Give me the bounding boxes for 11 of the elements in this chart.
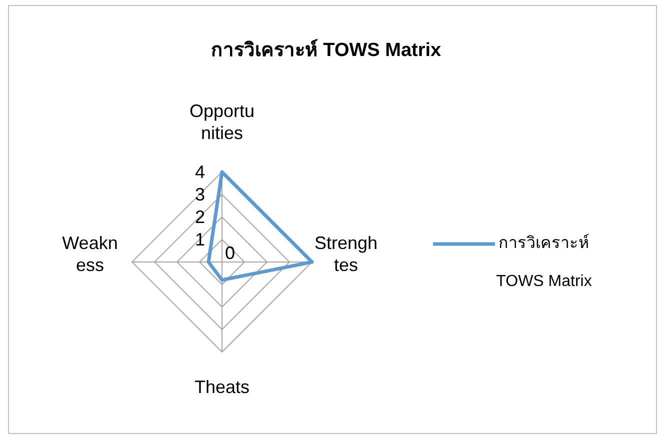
y-tick-label: 3 xyxy=(194,184,205,204)
y-tick-label: 4 xyxy=(194,162,205,182)
y-tick-label: 1 xyxy=(194,230,205,250)
y-tick-label: 2 xyxy=(194,207,205,227)
text: การวิเคราะห์ TOWS Matrix xyxy=(496,235,592,290)
text: การวิเคราะห์ TOWS Matrix xyxy=(210,39,442,61)
spoke-label: Theats xyxy=(193,376,251,398)
spoke-label: Strenghtes xyxy=(314,232,378,276)
spoke-label: Weakness xyxy=(61,232,119,276)
y-tick-label: 0 xyxy=(225,243,236,263)
spoke-label: Opportunities xyxy=(188,100,256,144)
